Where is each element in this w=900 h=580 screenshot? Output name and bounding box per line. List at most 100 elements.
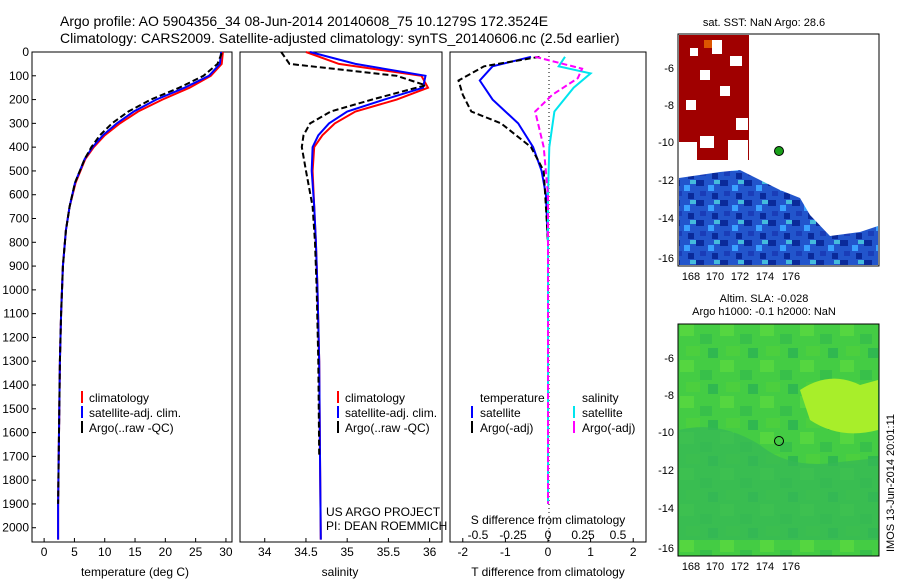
sst-warm-region [679, 35, 749, 160]
legend-satellite: satellite-adj. clim. [345, 406, 437, 420]
lat-tick-label: -8 [664, 390, 674, 402]
sla-title2: Argo h1000: -0.1 h2000: NaN [692, 306, 836, 318]
legend-s-satellite: satellite [582, 406, 623, 420]
legend-temperature-title: temperature [480, 391, 545, 405]
x-tick-label: 5 [71, 545, 78, 559]
x-tick-label: 34.5 [294, 545, 318, 559]
argo-float-marker-sst [774, 146, 784, 156]
sst-title: sat. SST: NaN Argo: 28.6 [703, 17, 825, 29]
t-difference-xlabel: T difference from climatology [471, 565, 625, 579]
x-tick-label: 30 [219, 545, 233, 559]
series-argo-raw-qc- [280, 51, 429, 457]
y-tick-label: 600 [9, 188, 29, 202]
legend-salinity-title: salinity [582, 391, 619, 405]
x-tick-label: 20 [159, 545, 173, 559]
y-tick-label: 400 [9, 140, 29, 154]
lat-tick-label: -16 [658, 253, 674, 265]
credit-pi: PI: DEAN ROEMMICH [326, 519, 447, 533]
s-tick-label: 0.5 [610, 528, 627, 542]
legend-t-argo: Argo(-adj) [480, 421, 533, 435]
x-tick-label: -2 [457, 545, 468, 559]
y-tick-label: 1600 [2, 426, 29, 440]
sst-cool-region [679, 170, 878, 265]
sla-title1: Altim. SLA: -0.028 [720, 293, 809, 305]
lat-tick-label: -14 [658, 213, 674, 225]
temperature-legend: climatology satellite-adj. clim. Argo(..… [81, 391, 181, 435]
sla-map: Altim. SLA: -0.028 Argo h1000: -0.1 h200… [658, 293, 897, 573]
y-tick-label: 200 [9, 93, 29, 107]
y-tick-label: 700 [9, 212, 29, 226]
y-tick-label: 900 [9, 259, 29, 273]
lon-tick-label: 176 [782, 561, 800, 573]
salinity-panel: 34 34.5 35 35.5 36 climatology satellite-adj… [239, 51, 447, 579]
y-tick-label: 1100 [3, 307, 29, 321]
y-tick-label: 1700 [2, 449, 29, 463]
temperature-axes [31, 51, 233, 543]
legend-t-satellite: satellite [480, 406, 521, 420]
lat-tick-label: -6 [664, 63, 674, 75]
s-tick-label: -0.25 [499, 528, 527, 542]
legend-s-argo: Argo(-adj) [582, 421, 635, 435]
lon-tick-label: 168 [682, 561, 700, 573]
legend-argo: Argo(..raw -QC) [89, 421, 174, 435]
y-tick-label: 1300 [2, 354, 29, 368]
series-salinity-argo-adj- [534, 55, 584, 504]
sla-high-region [800, 378, 878, 434]
legend-satellite: satellite-adj. clim. [89, 406, 181, 420]
header-line1: Argo profile: AO 5904356_34 08-Jun-2014 … [60, 13, 548, 29]
s-tick-label: 0.25 [571, 528, 595, 542]
s-difference-label: S difference from climatology [471, 513, 626, 527]
lon-tick-label: 170 [706, 271, 724, 283]
lon-tick-label: 172 [731, 561, 749, 573]
lat-tick-label: -10 [658, 427, 674, 439]
lat-tick-label: -8 [664, 100, 674, 112]
y-tick-label: 500 [9, 164, 29, 178]
legend-climatology: climatology [89, 391, 149, 405]
lon-tick-label: 174 [756, 561, 774, 573]
y-tick-label: 2000 [2, 521, 29, 535]
lat-tick-label: -14 [658, 503, 674, 515]
legend-argo: Argo(..raw -QC) [345, 421, 430, 435]
x-tick-label: 0 [545, 545, 552, 559]
y-tick-label: 1900 [2, 497, 29, 511]
y-tick-label: 1400 [2, 378, 29, 392]
temperature-panel: 0 5 10 15 20 25 300100200300400500600700800900… [2, 45, 233, 579]
difference-panel: -2 -1 0 1 2 -0.5 -0.25 0 0.25 0.5 temperature sat… [449, 51, 647, 579]
temperature-xlabel: temperature (deg C) [81, 565, 189, 579]
salinity-xlabel: salinity [322, 565, 359, 579]
lon-tick-label: 176 [782, 271, 800, 283]
x-tick-label: 34 [258, 545, 272, 559]
lat-tick-label: -10 [658, 137, 674, 149]
lon-tick-label: 170 [706, 561, 724, 573]
s-tick-label: 0 [545, 528, 552, 542]
y-tick-label: 1500 [2, 402, 29, 416]
sst-map: sat. SST: NaN Argo: 28.6 168 170 172 174 176… [658, 17, 880, 283]
lon-tick-label: 172 [731, 271, 749, 283]
x-tick-label: 10 [98, 545, 112, 559]
lat-tick-label: -12 [658, 175, 674, 187]
lon-tick-label: 174 [756, 271, 774, 283]
salinity-legend: climatology satellite-adj. clim. Argo(..… [337, 391, 437, 435]
x-tick-label: 35.5 [377, 545, 401, 559]
x-tick-label: 35 [341, 545, 355, 559]
x-tick-label: 25 [189, 545, 203, 559]
lon-tick-label: 168 [682, 271, 700, 283]
x-tick-label: 2 [630, 545, 637, 559]
lat-tick-label: -6 [664, 353, 674, 365]
header-line2: Climatology: CARS2009. Satellite-adjuste… [60, 30, 620, 46]
legend-climatology: climatology [345, 391, 405, 405]
s-tick-label: -0.5 [468, 528, 489, 542]
x-tick-label: 0 [41, 545, 48, 559]
imos-watermark: IMOS 13-Jun-2014 20:01:11 [885, 414, 897, 552]
y-tick-label: 800 [9, 235, 29, 249]
y-tick-label: 100 [9, 69, 29, 83]
salinity-axes [239, 51, 443, 543]
y-tick-label: 1000 [2, 283, 29, 297]
argo-float-marker-sla [774, 436, 784, 446]
credit-project: US ARGO PROJECT [326, 505, 441, 519]
x-tick-label: -1 [500, 545, 511, 559]
y-tick-label: 300 [9, 116, 29, 130]
y-tick-label: 0 [22, 45, 29, 59]
lat-tick-label: -12 [658, 465, 674, 477]
